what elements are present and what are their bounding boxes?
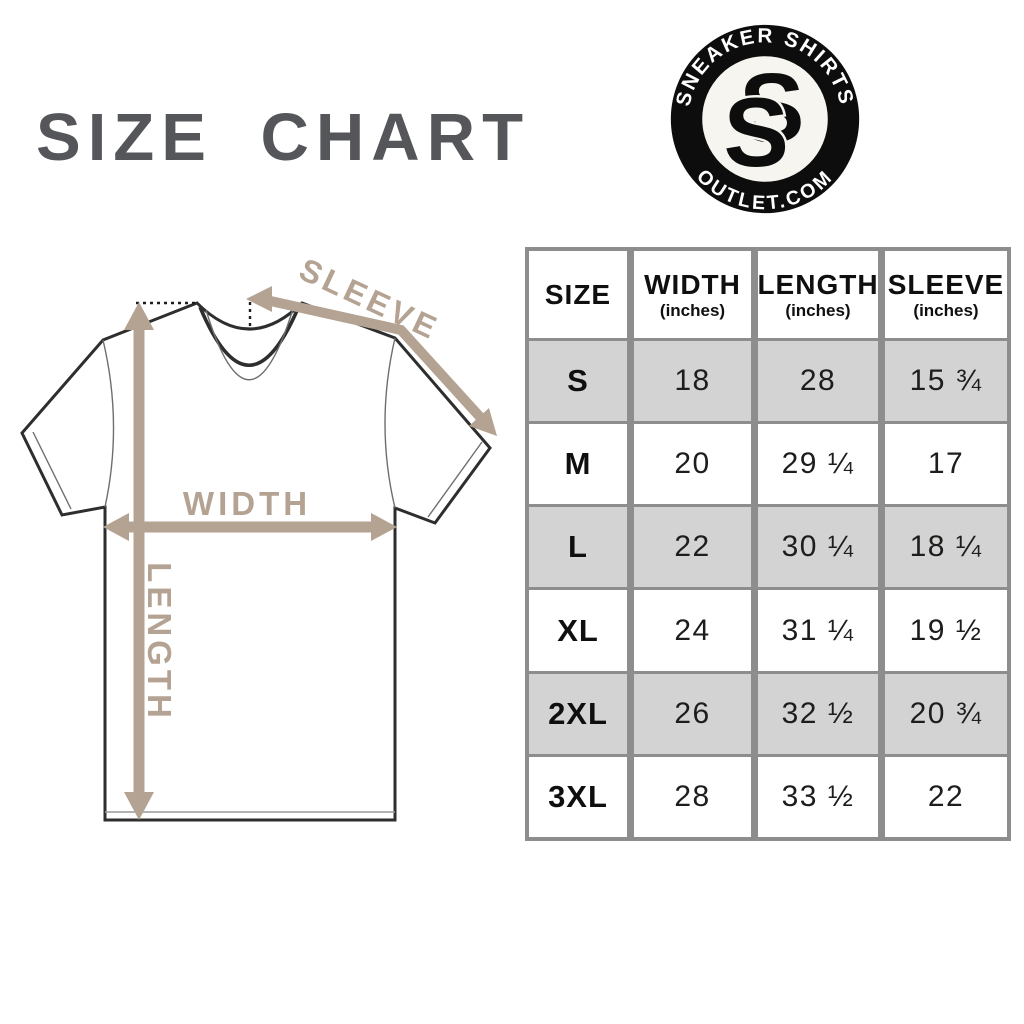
sleeve-cell: 20 ¾ [885, 673, 1007, 754]
width-cell: 20 [634, 424, 751, 505]
size-table: SIZE WIDTH (inches) LENGTH (inches) SLEEVE… [525, 247, 1011, 841]
size-cell: L [529, 507, 627, 588]
sleeve-cell: 17 [885, 424, 1007, 505]
sleeve-cell: 18 ¼ [885, 507, 1007, 588]
armhole-seam-left [102, 339, 115, 508]
column-header-unit: (inches) [659, 300, 726, 320]
column-header-unit: (inches) [785, 300, 851, 320]
width-cell: 18 [634, 341, 751, 422]
width-cell: 24 [634, 590, 751, 671]
logo-inner-circle [702, 56, 828, 182]
header-cell-size: SIZE [529, 251, 627, 338]
size-cell: XL [529, 590, 627, 671]
column-header-label: SIZE [544, 278, 612, 310]
logo-monogram-s-upper: S [739, 53, 804, 163]
size-cell: 3XL [529, 756, 627, 837]
sleeve-arrow-icon [246, 286, 497, 436]
size-cell: S [529, 341, 627, 422]
column-header-label: LENGTH [757, 268, 879, 300]
tshirt-outline [20, 301, 492, 822]
logo-monogram-s-lower: S [723, 77, 788, 187]
width-cell: 28 [634, 756, 751, 837]
header-cell-sleeve: SLEEVE (inches) [885, 251, 1007, 338]
sleeve-hem-right [427, 441, 483, 518]
width-cell: 22 [634, 507, 751, 588]
brand-logo: SNEAKER SHIRTS OUTLET.COM S S [670, 24, 860, 215]
width-arrow-icon [103, 513, 397, 541]
length-cell: 32 ½ [758, 673, 878, 754]
header-cell-width: WIDTH (inches) [634, 251, 751, 338]
column-header-unit: (inches) [913, 300, 979, 320]
length-cell: 30 ¼ [758, 507, 878, 588]
column-header-label: WIDTH [644, 268, 741, 300]
length-arrow-icon [124, 302, 154, 820]
length-cell: 28 [758, 341, 878, 422]
header-cell-length: LENGTH (inches) [757, 251, 879, 338]
size-cell: 2XL [529, 673, 627, 754]
tshirt-diagram: WIDTH LENGTH SLEEVE [20, 252, 497, 822]
length-cell: 29 ¼ [758, 424, 878, 505]
sleeve-cell: 15 ¾ [885, 341, 1007, 422]
width-label: WIDTH [183, 485, 311, 522]
column-header-label: SLEEVE [887, 268, 1005, 300]
length-cell: 31 ¼ [758, 590, 878, 671]
sleeve-cell: 22 [885, 756, 1007, 837]
width-cell: 26 [634, 673, 751, 754]
page-title: SIZE CHART [36, 100, 530, 175]
length-label: LENGTH [141, 562, 178, 722]
collar-inner-arc [205, 308, 294, 381]
sleeve-hem-left [32, 431, 72, 510]
logo-monogram-ss-icon: S S [721, 53, 805, 190]
armhole-seam-right [384, 337, 396, 509]
collar-outer-arc [198, 305, 301, 367]
sleeve-cell: 19 ½ [885, 590, 1007, 671]
size-cell: M [529, 424, 627, 505]
length-cell: 33 ½ [758, 756, 878, 837]
